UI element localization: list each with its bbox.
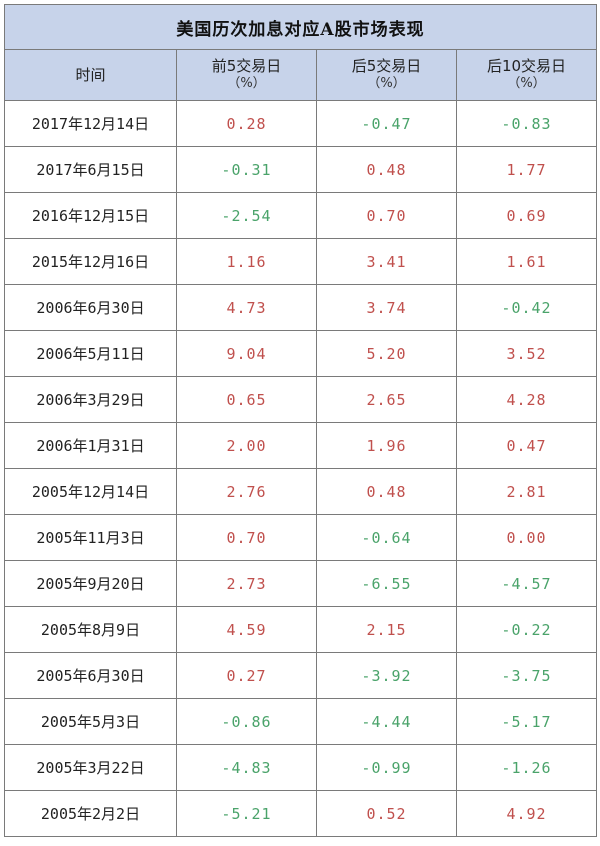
cell-after10: -0.22: [455, 606, 598, 653]
cell-date: 2015年12月16日: [4, 238, 177, 285]
cell-before5: 0.65: [176, 376, 317, 423]
cell-before5: -2.54: [176, 192, 317, 239]
table-row: 2005年11月3日 0.70 -0.64 0.00: [4, 514, 598, 561]
cell-before5: -4.83: [176, 744, 317, 791]
cell-after5: 2.65: [316, 376, 457, 423]
header-after5: 后5交易日 （%）: [316, 49, 457, 101]
header-after5-unit: （%）: [367, 76, 406, 91]
cell-after10: 4.28: [455, 376, 598, 423]
header-after5-label: 后5交易日: [351, 57, 422, 75]
table-row: 2005年8月9日 4.59 2.15 -0.22: [4, 606, 598, 653]
table-row: 2017年12月14日 0.28 -0.47 -0.83: [4, 100, 598, 147]
cell-before5: 1.16: [176, 238, 317, 285]
table-row: 2006年6月30日 4.73 3.74 -0.42: [4, 284, 598, 331]
table-row: 2006年5月11日 9.04 5.20 3.52: [4, 330, 598, 377]
cell-date: 2005年5月3日: [4, 698, 177, 745]
cell-after10: 0.00: [455, 514, 598, 561]
cell-after10: 0.69: [455, 192, 598, 239]
cell-after5: 3.74: [316, 284, 457, 331]
cell-date: 2016年12月15日: [4, 192, 177, 239]
header-date: 时间: [4, 49, 177, 101]
cell-date: 2005年6月30日: [4, 652, 177, 699]
cell-after5: 2.15: [316, 606, 457, 653]
header-row: 时间 前5交易日 （%） 后5交易日 （%） 后10交易日 （%）: [4, 49, 598, 101]
header-before5-label: 前5交易日: [211, 57, 282, 75]
cell-after10: 4.92: [455, 790, 598, 837]
rate-hike-table-container: 美国历次加息对应A股市场表现 时间 前5交易日 （%） 后5交易日 （%） 后1…: [3, 4, 598, 837]
cell-date: 2006年3月29日: [4, 376, 177, 423]
rate-hike-table: 美国历次加息对应A股市场表现 时间 前5交易日 （%） 后5交易日 （%） 后1…: [3, 4, 598, 837]
cell-after10: -0.42: [455, 284, 598, 331]
cell-before5: 0.27: [176, 652, 317, 699]
cell-after5: -0.47: [316, 100, 457, 147]
cell-after5: 5.20: [316, 330, 457, 377]
table-row: 2005年6月30日 0.27 -3.92 -3.75: [4, 652, 598, 699]
cell-after5: -3.92: [316, 652, 457, 699]
header-before5-unit: （%）: [227, 76, 266, 91]
cell-after10: -3.75: [455, 652, 598, 699]
table-row: 2005年2月2日 -5.21 0.52 4.92: [4, 790, 598, 837]
cell-after10: -1.26: [455, 744, 598, 791]
cell-date: 2005年8月9日: [4, 606, 177, 653]
cell-before5: 9.04: [176, 330, 317, 377]
cell-date: 2005年9月20日: [4, 560, 177, 607]
cell-after10: 1.61: [455, 238, 598, 285]
cell-after5: 3.41: [316, 238, 457, 285]
table-row: 2005年9月20日 2.73 -6.55 -4.57: [4, 560, 598, 607]
title-row: 美国历次加息对应A股市场表现: [3, 4, 598, 50]
cell-before5: 4.73: [176, 284, 317, 331]
cell-before5: 2.00: [176, 422, 317, 469]
cell-after10: 3.52: [455, 330, 598, 377]
cell-after10: -5.17: [455, 698, 598, 745]
table-row: 2005年5月3日 -0.86 -4.44 -5.17: [4, 698, 598, 745]
cell-after10: -4.57: [455, 560, 598, 607]
cell-after5: 0.48: [316, 468, 457, 515]
cell-date: 2005年3月22日: [4, 744, 177, 791]
cell-before5: 2.76: [176, 468, 317, 515]
header-after10-label: 后10交易日: [486, 57, 567, 75]
cell-date: 2006年6月30日: [4, 284, 177, 331]
cell-before5: -5.21: [176, 790, 317, 837]
header-before5: 前5交易日 （%）: [176, 49, 317, 101]
header-after10-unit: （%）: [507, 76, 546, 91]
cell-date: 2017年12月14日: [4, 100, 177, 147]
cell-before5: -0.31: [176, 146, 317, 193]
cell-after10: 2.81: [455, 468, 598, 515]
cell-after10: -0.83: [455, 100, 598, 147]
cell-after5: -0.99: [316, 744, 457, 791]
cell-before5: -0.86: [176, 698, 317, 745]
cell-before5: 0.28: [176, 100, 317, 147]
cell-after5: -0.64: [316, 514, 457, 561]
header-after10: 后10交易日 （%）: [455, 49, 598, 101]
table-row: 2015年12月16日 1.16 3.41 1.61: [4, 238, 598, 285]
table-row: 2016年12月15日 -2.54 0.70 0.69: [4, 192, 598, 239]
cell-after10: 0.47: [455, 422, 598, 469]
cell-before5: 4.59: [176, 606, 317, 653]
table-body: 2017年12月14日 0.28 -0.47 -0.83 2017年6月15日 -0.31…: [4, 100, 598, 837]
cell-after5: 0.52: [316, 790, 457, 837]
cell-date: 2017年6月15日: [4, 146, 177, 193]
cell-date: 2005年12月14日: [4, 468, 177, 515]
cell-after5: 0.48: [316, 146, 457, 193]
table-row: 2006年3月29日 0.65 2.65 4.28: [4, 376, 598, 423]
cell-date: 2005年11月3日: [4, 514, 177, 561]
table-row: 2005年3月22日 -4.83 -0.99 -1.26: [4, 744, 598, 791]
cell-after5: 0.70: [316, 192, 457, 239]
cell-after5: 1.96: [316, 422, 457, 469]
cell-after10: 1.77: [455, 146, 598, 193]
table-row: 2006年1月31日 2.00 1.96 0.47: [4, 422, 598, 469]
cell-after5: -4.44: [316, 698, 457, 745]
cell-after5: -6.55: [316, 560, 457, 607]
cell-before5: 0.70: [176, 514, 317, 561]
cell-before5: 2.73: [176, 560, 317, 607]
table-title: 美国历次加息对应A股市场表现: [3, 4, 598, 50]
table-row: 2005年12月14日 2.76 0.48 2.81: [4, 468, 598, 515]
cell-date: 2006年1月31日: [4, 422, 177, 469]
table-row: 2017年6月15日 -0.31 0.48 1.77: [4, 146, 598, 193]
cell-date: 2006年5月11日: [4, 330, 177, 377]
cell-date: 2005年2月2日: [4, 790, 177, 837]
